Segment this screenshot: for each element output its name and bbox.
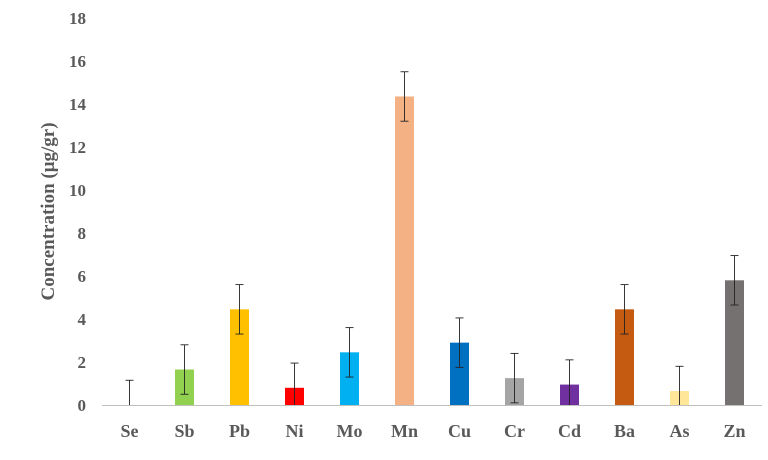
y-tick-label: 6 <box>78 267 87 286</box>
x-tick-label-zn: Zn <box>723 421 745 441</box>
error-bar-ba <box>620 284 629 335</box>
y-tick-label: 2 <box>78 353 87 372</box>
error-bars <box>125 71 739 405</box>
error-bar-mn <box>400 71 409 122</box>
y-axis-title-group: Concentration (μg/gr) <box>38 122 59 300</box>
x-tick-label-ba: Ba <box>614 421 635 441</box>
x-tick-label-pb: Pb <box>229 421 250 441</box>
y-axis-title: Concentration (μg/gr) <box>38 122 59 300</box>
error-bar-cu <box>455 317 464 368</box>
y-tick-label: 18 <box>69 9 86 28</box>
y-tick-label: 14 <box>69 95 87 114</box>
x-tick-label-cu: Cu <box>448 421 471 441</box>
error-bar-cd <box>565 359 574 405</box>
x-tick-label-mn: Mn <box>391 421 418 441</box>
x-tick-label-sb: Sb <box>174 421 194 441</box>
x-axis-category-labels: Se Sb Pb Ni Mo Mn Cu Cr Cd Ba As Zn <box>121 421 746 441</box>
error-bar-zn <box>730 255 739 306</box>
y-tick-label: 8 <box>78 224 87 243</box>
bar-pb <box>230 309 249 405</box>
y-tick-label: 10 <box>69 181 86 200</box>
error-bar-se <box>125 379 134 405</box>
bar-mn <box>395 96 414 405</box>
x-tick-label-as: As <box>669 421 689 441</box>
x-tick-label-ni: Ni <box>286 421 304 441</box>
bar-cu <box>450 342 469 405</box>
bar-mo <box>340 352 359 405</box>
x-tick-label-cd: Cd <box>558 421 581 441</box>
y-tick-label: 0 <box>78 396 87 415</box>
x-tick-label-cr: Cr <box>504 421 525 441</box>
error-bar-ni <box>290 362 299 405</box>
error-bar-as <box>675 365 684 405</box>
y-tick-label: 16 <box>69 52 86 71</box>
y-axis-ticks: 0 2 4 6 8 10 12 14 16 18 <box>69 9 87 415</box>
error-bar-mo <box>345 327 354 378</box>
error-bar-cr <box>510 352 519 404</box>
y-tick-label: 12 <box>69 138 86 157</box>
bar-zn <box>725 280 744 405</box>
bar-ba <box>615 309 634 405</box>
error-bar-sb <box>180 344 189 395</box>
y-tick-label: 4 <box>78 310 87 329</box>
x-tick-label-se: Se <box>121 421 139 441</box>
error-bar-pb <box>235 284 244 335</box>
x-tick-label-mo: Mo <box>337 421 363 441</box>
